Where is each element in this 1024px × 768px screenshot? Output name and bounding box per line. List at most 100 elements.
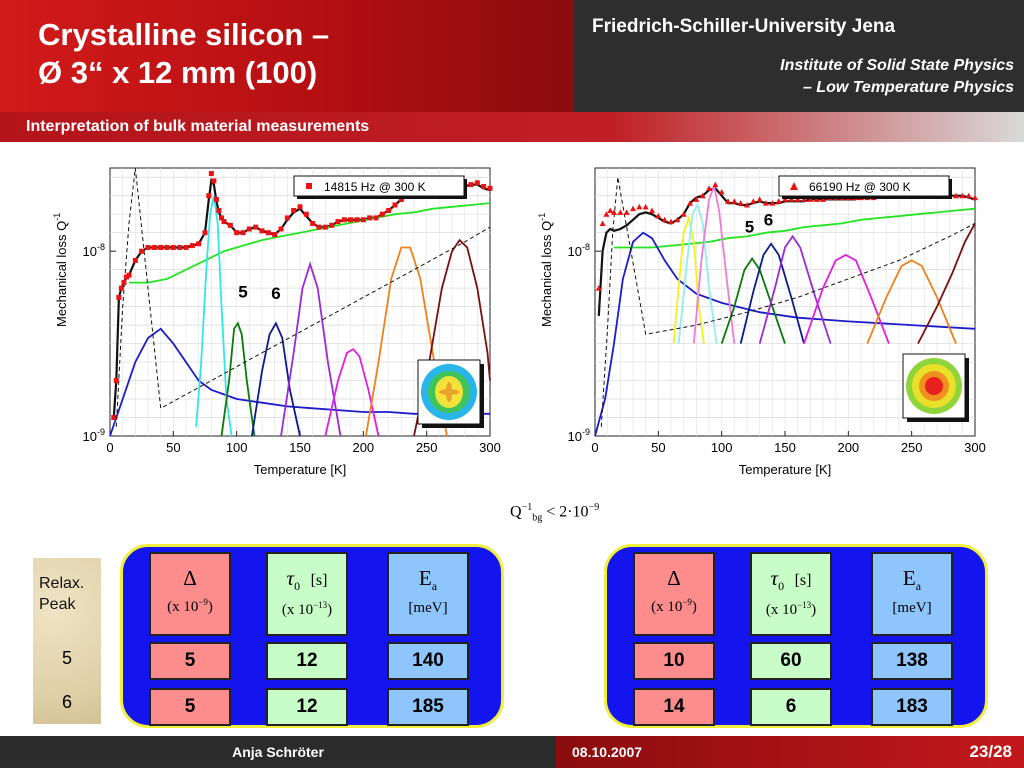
formula-q-sub: bg [532,512,543,524]
legend-label: 66190 Hz @ 300 K [809,180,911,194]
ea-subscript: a [915,579,922,594]
data-point [208,171,214,177]
fit-curve [280,261,342,437]
fit-curve [758,234,832,344]
data-point [617,209,624,215]
fit-curve [220,321,256,437]
tau-symbol: τ [770,566,779,590]
data-point [386,208,392,214]
data-point [259,228,265,234]
unit-x10: x 10 [770,602,798,619]
data-point [718,189,725,195]
loss-plot-14815hz: 0 50 100 150 200 250 300 10-8 10-9 Temperature [K… [52,167,501,477]
tau-subscript: 0 [294,579,301,594]
data-point [183,244,189,250]
paren-open: ( [167,599,173,615]
y-axis-label-exponent: -1 [52,213,62,221]
paren-open: ( [651,599,657,615]
data-point [121,280,127,286]
data-point [680,211,687,217]
x-tick-label: 200 [352,440,374,455]
table-cell: 5 [149,642,231,680]
x-tick-label: 300 [964,440,986,455]
peak-label: 5 [238,282,247,301]
formula-exp: −9 [588,502,600,513]
x-tick-label: 150 [289,440,311,455]
data-point [731,198,738,204]
tau-symbol: τ [286,566,295,590]
data-point [744,201,750,208]
background-loss-curve [115,167,491,427]
data-point [603,211,610,217]
data-point [196,241,202,247]
fit-curve [614,207,976,249]
loss-plot-66190hz: 0 50 100 150 200 250 300 10-8 10-9 Temperature [K… [537,167,986,477]
paren-close: ) [811,602,817,619]
tau-unit: [s] [794,572,812,589]
data-point [246,226,252,232]
data-point [158,244,164,250]
data-point [348,217,354,223]
data-point [674,216,681,223]
data-point [655,213,662,219]
x-tick-label: 250 [901,440,923,455]
tau0-symbol: τ0 [s] [268,566,346,594]
peak-label: 5 [745,218,754,237]
data-point [775,198,782,204]
data-point [211,178,217,184]
x-tick-label: 100 [226,440,248,455]
delta-header: Δ (x 10−9) [149,552,231,636]
data-point [367,215,373,221]
data-point [642,203,649,210]
x-tick-label: 200 [837,440,859,455]
data-point [794,196,801,202]
data-point [693,196,700,202]
tau0-unit: (x 10−13) [752,600,830,619]
table-cell: 60 [750,642,832,680]
data-point [607,207,614,214]
data-point [113,378,119,384]
x-tick-label: 250 [416,440,438,455]
tau0-column: τ0 [s] (x 10−13) 12 12 [266,552,348,726]
ea-letter: E [902,566,916,590]
fit-curve [413,238,491,437]
relax-label-line-2: Peak [39,596,76,613]
data-point [965,192,972,199]
table-cell: 14 [633,688,715,726]
university-name: Friedrich-Schiller-University Jena [592,16,896,37]
footer-bar [0,736,1024,768]
data-point [953,192,959,199]
y-tick-label: 10-9 [83,427,105,444]
data-point [213,196,219,202]
data-point [335,219,341,225]
y-tick-label: 10-8 [83,242,105,259]
x-axis-label: Temperature [K] [739,462,832,477]
data-point [487,185,493,191]
data-point [329,222,335,228]
data-point [272,232,278,238]
data-point [123,274,129,280]
data-point [623,209,630,215]
table-cell: 12 [266,688,348,726]
y-axis-label: Mechanical loss Q-1 [537,213,554,327]
y-tick-label: 10-9 [568,427,590,444]
data-point [373,215,379,221]
unit-exp: −13 [797,600,812,611]
data-point [278,226,284,232]
relax-label-line-1: Relax. [39,575,85,592]
legend-box [293,175,465,197]
tau0-unit: (x 10−13) [268,600,346,619]
y-tick-label: 10-8 [568,242,590,259]
data-point [189,243,195,249]
delta-symbol: Δ [183,566,197,590]
y-tick-exponent: -9 [97,427,105,437]
relax-peak-heading: Relax. Peak [39,573,84,615]
data-point [706,185,712,191]
slide-subtitle: Interpretation of bulk material measurem… [26,118,370,135]
data-point [737,200,744,206]
fit-curve [720,257,786,344]
tau-unit: [s] [310,572,328,589]
ea-symbol: Ea [389,566,467,594]
formula-q-exp: −1 [521,502,533,513]
x-tick-label: 150 [774,440,796,455]
